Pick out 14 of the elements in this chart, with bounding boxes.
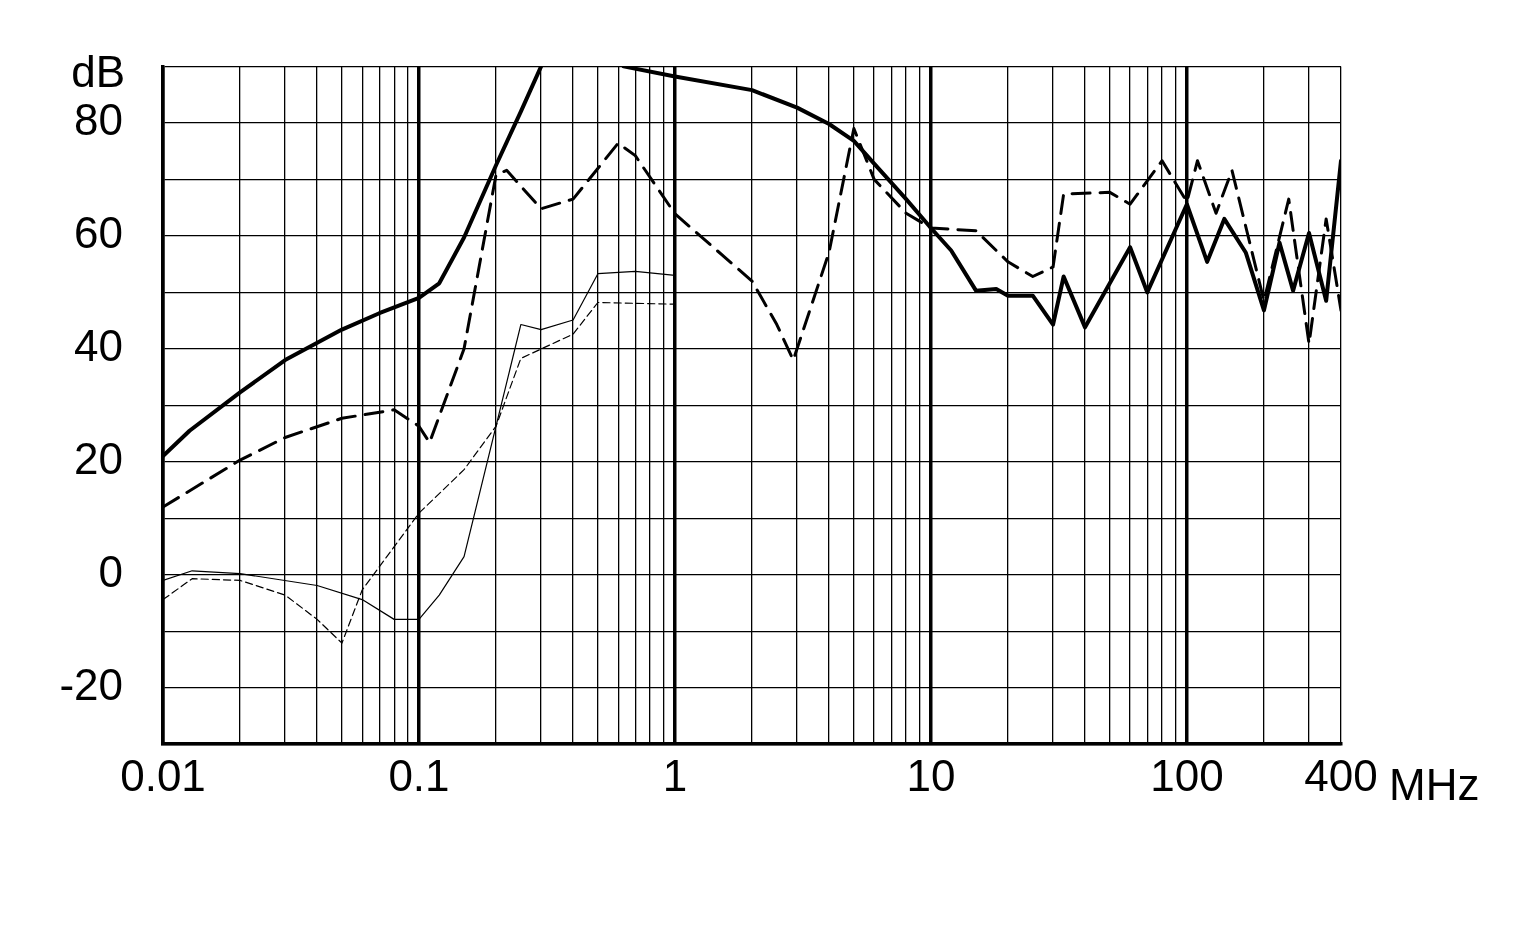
x-tick-label: 400 — [1304, 750, 1378, 800]
y-axis-title: dB — [71, 46, 125, 96]
y-tick-label: 20 — [74, 433, 123, 483]
x-tick-label: 0.1 — [388, 750, 450, 800]
y-tick-label: 40 — [74, 320, 123, 370]
x-tick-label: 10 — [906, 750, 956, 800]
y-tick-label: 60 — [74, 207, 123, 257]
x-tick-label: 1 — [662, 750, 688, 800]
y-tick-label: -20 — [59, 659, 123, 709]
x-tick-label: 0.01 — [120, 750, 206, 800]
y-tick-label: 0 — [98, 546, 123, 596]
y-tick-label: 80 — [74, 95, 123, 145]
x-axis-title: MHz — [1389, 760, 1480, 810]
x-tick-label: 100 — [1150, 750, 1224, 800]
